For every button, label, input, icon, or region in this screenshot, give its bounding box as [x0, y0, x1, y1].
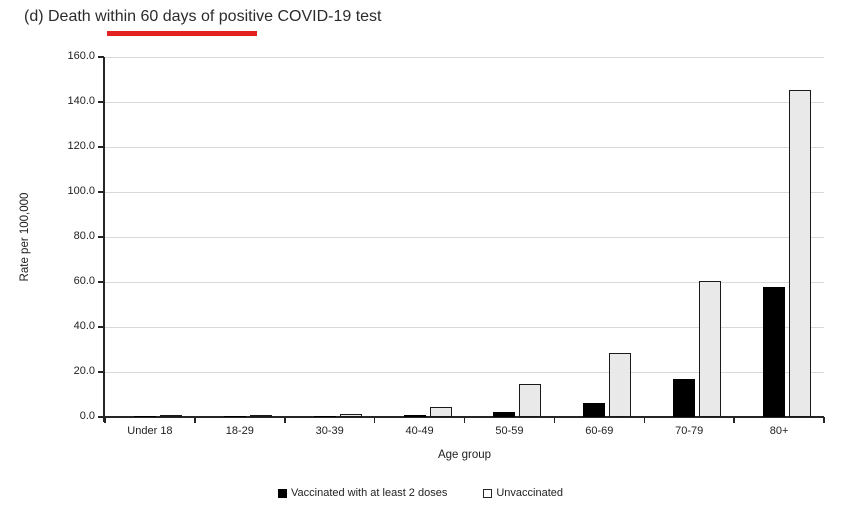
y-tick-mark [98, 326, 104, 328]
x-tick-mark [463, 417, 466, 423]
bar-unvaccinated-40-49 [429, 407, 452, 417]
gridline [105, 146, 824, 148]
x-category-label: 40-49 [405, 425, 434, 437]
x-axis-line [103, 416, 824, 418]
y-tick-label: 80.0 [73, 230, 95, 242]
x-category-label: 18-29 [225, 425, 254, 437]
y-tick-label: 160.0 [67, 50, 95, 62]
legend-item-unvaccinated: Unvaccinated [483, 487, 563, 499]
gridline [105, 56, 824, 58]
gridline [105, 326, 824, 328]
bar-vaccinated-50-59 [493, 411, 516, 417]
x-category-label: Under 18 [127, 425, 173, 437]
legend-item-vaccinated: Vaccinated with at least 2 doses [278, 487, 447, 499]
bar-unvaccinated-60-69 [609, 353, 632, 417]
y-tick-label: 0.0 [79, 410, 95, 422]
bar-unvaccinated-80+ [789, 89, 812, 417]
y-tick-mark [98, 416, 104, 418]
bar-vaccinated-80+ [763, 287, 786, 417]
x-category-label: 80+ [769, 425, 789, 437]
bar-unvaccinated-18-29 [249, 414, 272, 417]
y-tick-label: 60.0 [73, 275, 95, 287]
legend-label-unvaccinated: Unvaccinated [496, 487, 563, 499]
bar-vaccinated-60-69 [583, 402, 606, 417]
bar-vaccinated-40-49 [403, 414, 426, 417]
y-tick-mark [98, 281, 104, 283]
plot-area: 0.0 20.0 40.0 60.0 80.0 100.0 120.0 140.0 160.0 U… [67, 50, 825, 437]
x-tick-mark [104, 417, 106, 423]
x-category-label: 30-39 [315, 425, 344, 437]
gridline [105, 191, 824, 193]
red-underline-annotation [107, 31, 257, 36]
x-tick-mark [284, 417, 286, 423]
gridline [105, 371, 824, 373]
bar-unvaccinated-50-59 [519, 384, 542, 417]
y-axis-title: Rate per 100,000 [19, 192, 31, 282]
bar-vaccinated-18-29 [223, 416, 246, 417]
y-tick-mark [98, 371, 104, 373]
gridline [105, 236, 824, 238]
y-tick-label: 140.0 [67, 95, 95, 107]
gridline [105, 281, 824, 283]
y-axis-line [103, 57, 105, 422]
bar-vaccinated-Under 18 [133, 416, 156, 417]
bar-vaccinated-70-79 [673, 378, 696, 417]
bar-unvaccinated-Under 18 [159, 414, 182, 417]
y-tick-mark [98, 56, 104, 58]
y-tick-label: 100.0 [67, 185, 95, 197]
gridline [105, 101, 824, 103]
y-tick-label: 20.0 [73, 365, 95, 377]
bar-unvaccinated-30-39 [339, 413, 362, 417]
x-tick-mark [733, 417, 735, 423]
legend: Vaccinated with at least 2 doses Unvacci… [0, 487, 841, 499]
x-tick-mark [373, 417, 376, 423]
bar-vaccinated-30-39 [313, 416, 336, 417]
x-category-label: 60-69 [585, 425, 614, 437]
x-category-label: 50-59 [495, 425, 524, 437]
y-tick-mark [98, 191, 104, 193]
x-tick-mark [194, 417, 196, 423]
legend-swatch-unvaccinated-icon [483, 488, 493, 498]
legend-label-vaccinated: Vaccinated with at least 2 doses [291, 487, 448, 499]
legend-swatch-vaccinated-icon [278, 488, 287, 498]
x-tick-mark [553, 417, 556, 423]
x-axis-title: Age group [437, 449, 492, 461]
x-tick-mark [823, 417, 825, 423]
x-tick-mark [643, 417, 645, 423]
bar-unvaccinated-70-79 [699, 281, 722, 417]
y-tick-mark [98, 236, 104, 238]
y-tick-label: 120.0 [67, 140, 95, 152]
y-tick-label: 40.0 [73, 320, 95, 332]
chart-title: (d) Death within 60 days of positive COV… [24, 8, 382, 25]
x-category-label: 70-79 [675, 425, 704, 437]
y-tick-mark [98, 146, 104, 148]
y-tick-mark [98, 101, 104, 103]
